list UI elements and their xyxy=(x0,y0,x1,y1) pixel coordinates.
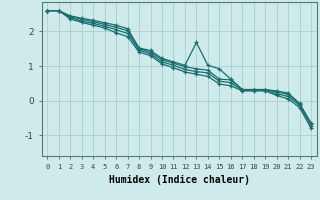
X-axis label: Humidex (Indice chaleur): Humidex (Indice chaleur) xyxy=(109,175,250,185)
